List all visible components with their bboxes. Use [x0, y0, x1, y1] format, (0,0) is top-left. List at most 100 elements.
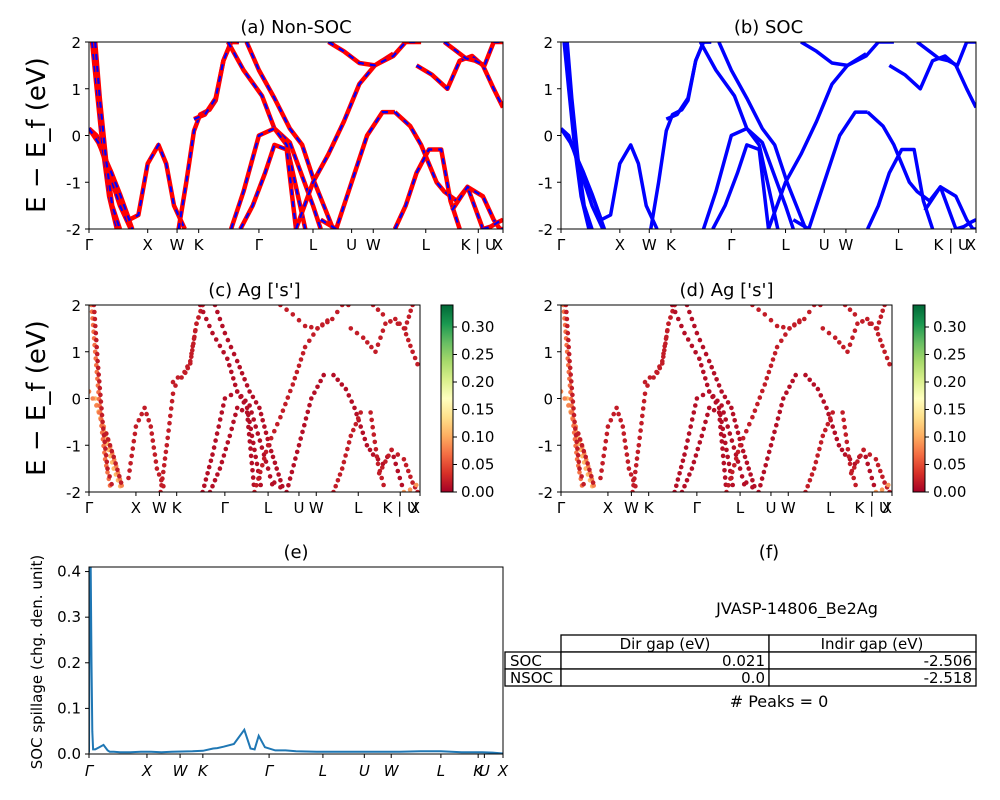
- band-point: [415, 489, 420, 492]
- band-point: [92, 309, 97, 315]
- band-point: [360, 430, 366, 436]
- band-point: [875, 462, 881, 468]
- band-point: [874, 326, 880, 331]
- band-point: [803, 372, 808, 378]
- band-point: [275, 421, 280, 427]
- band-point: [852, 328, 858, 334]
- band-point: [97, 385, 103, 391]
- colorbar-tick-label: 0.25: [461, 346, 494, 364]
- band-point: [287, 476, 293, 481]
- band-point: [737, 436, 742, 442]
- y-tick-label: -1: [66, 174, 81, 192]
- band-point: [156, 472, 162, 477]
- band-point: [331, 372, 336, 378]
- band-point: [770, 436, 775, 441]
- band-point: [250, 475, 256, 480]
- band-point: [750, 305, 755, 308]
- band-point: [697, 440, 703, 445]
- band-point: [722, 394, 728, 400]
- band-point: [202, 483, 207, 489]
- band-point: [768, 317, 774, 323]
- band-point: [628, 472, 634, 477]
- band-point: [217, 343, 223, 349]
- table-nsoc-label: NSOC: [510, 669, 553, 687]
- band-point: [577, 470, 582, 475]
- y-tick-label: 1: [543, 81, 553, 99]
- band-point: [126, 475, 131, 481]
- band-point: [682, 330, 687, 336]
- band-point: [248, 446, 253, 451]
- band-point: [383, 321, 388, 327]
- band-point: [852, 465, 857, 470]
- band-point: [354, 330, 360, 336]
- band-point: [246, 424, 251, 430]
- band-point: [569, 379, 574, 384]
- band-point: [194, 321, 199, 327]
- x-tick-label: Γ: [557, 499, 566, 517]
- band-point: [170, 391, 176, 397]
- band-point: [225, 337, 231, 343]
- y-tick-label: -2: [66, 221, 81, 239]
- y-tick-label: 0: [543, 128, 553, 146]
- band-point: [820, 326, 826, 331]
- band-point: [296, 443, 302, 448]
- band-point: [339, 466, 345, 471]
- band-point: [94, 344, 99, 350]
- band-point: [651, 375, 656, 380]
- band-point: [875, 331, 881, 337]
- band-point: [105, 470, 110, 475]
- band-point: [393, 316, 398, 322]
- band-point: [259, 445, 265, 450]
- band-point: [746, 466, 751, 471]
- band-point: [263, 449, 269, 455]
- x-tick-label: K: [666, 236, 677, 254]
- band-point: [117, 473, 122, 479]
- band-point: [716, 410, 722, 415]
- band-point: [343, 386, 349, 392]
- band-point: [129, 453, 134, 459]
- band-point: [695, 446, 701, 452]
- band-point: [189, 351, 194, 356]
- band-point: [570, 399, 576, 404]
- band-point: [161, 463, 167, 468]
- band-point: [845, 447, 851, 452]
- band-point: [640, 406, 646, 411]
- band-point: [386, 453, 391, 459]
- band-point: [700, 392, 706, 398]
- band-point: [567, 358, 572, 364]
- band-point: [623, 445, 629, 450]
- band-point: [573, 426, 578, 431]
- band-point: [307, 338, 312, 344]
- panel-b-data: [561, 42, 976, 229]
- band-point: [732, 463, 737, 468]
- x-tick-label: U: [765, 499, 776, 517]
- band-point: [253, 400, 259, 405]
- band-point: [774, 422, 779, 428]
- band-point: [228, 344, 234, 350]
- colorbar-tick-label: 0.10: [933, 428, 966, 446]
- band-point: [718, 424, 723, 430]
- band-point: [380, 328, 386, 334]
- band-point: [675, 477, 681, 482]
- band-point: [215, 309, 220, 315]
- x-tick-label: W: [173, 762, 189, 780]
- band-point: [290, 312, 296, 317]
- band-point: [779, 338, 784, 344]
- table-header-indir: Indir gap (eV): [821, 635, 924, 653]
- band-point: [632, 476, 637, 481]
- band-point: [95, 365, 101, 371]
- band-point: [309, 324, 314, 330]
- colorbar-tick-label: 0.15: [461, 401, 494, 419]
- band-point: [393, 461, 399, 467]
- panel-e-title: (e): [283, 542, 308, 563]
- band-point: [579, 474, 584, 479]
- band-point: [774, 344, 780, 350]
- band-point: [620, 424, 626, 429]
- band-point: [684, 305, 690, 308]
- band-point: [265, 443, 271, 448]
- x-tick-label: W: [170, 236, 185, 254]
- band-point: [370, 424, 376, 430]
- band-point: [200, 489, 205, 492]
- band-point: [755, 401, 760, 407]
- band-point: [732, 418, 737, 423]
